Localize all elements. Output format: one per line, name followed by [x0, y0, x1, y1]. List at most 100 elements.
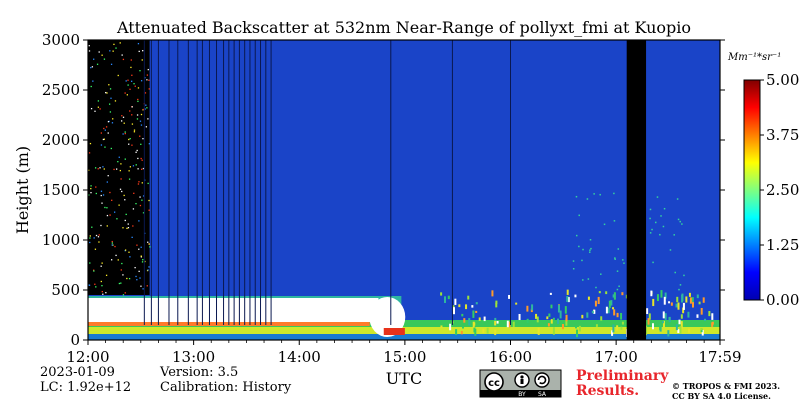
- noise-speck: [107, 175, 109, 177]
- aerosol-speck: [611, 330, 614, 336]
- colorbar-tick-label: 0.00: [766, 291, 799, 309]
- aerosol-speck: [495, 300, 498, 305]
- aerosol-speck-high: [613, 220, 616, 222]
- noise-speck: [117, 161, 119, 163]
- noise-speck: [102, 293, 104, 295]
- aerosol-speck: [661, 320, 664, 324]
- noise-speck: [88, 194, 90, 196]
- noise-speck: [134, 266, 136, 269]
- noise-speck: [147, 118, 149, 120]
- noise-speck: [106, 92, 108, 94]
- aerosol-speck-high: [649, 217, 651, 220]
- aerosol-speck: [689, 297, 692, 304]
- noise-speck: [148, 88, 150, 90]
- noise-speck: [145, 104, 147, 106]
- noise-speck: [98, 51, 100, 53]
- noise-speck: [93, 237, 95, 239]
- y-tick-label: 1500: [42, 181, 80, 199]
- aerosol-speck-high: [578, 214, 580, 217]
- noise-speck: [129, 110, 131, 112]
- aerosol-speck: [680, 321, 683, 329]
- noise-speck: [88, 45, 90, 47]
- aerosol-speck: [670, 302, 673, 306]
- aerosol-speck: [613, 292, 616, 300]
- noise-speck: [108, 103, 111, 105]
- noise-speck: [131, 106, 133, 108]
- noise-speck: [142, 212, 145, 214]
- noise-speck: [93, 58, 95, 60]
- aerosol-speck: [711, 322, 714, 327]
- aerosol-speck-high: [589, 249, 591, 251]
- aerosol-speck: [613, 309, 616, 316]
- noise-speck: [129, 88, 131, 90]
- red-core: [383, 328, 405, 335]
- noise-speck: [90, 187, 92, 190]
- noise-speck: [101, 54, 103, 56]
- noise-speck: [106, 225, 108, 227]
- aerosol-speck: [575, 325, 578, 329]
- aerosol-speck-high: [663, 207, 666, 210]
- aerosol-speck: [463, 318, 466, 323]
- aerosol-speck-high: [618, 285, 620, 288]
- noise-speck: [120, 269, 122, 271]
- aerosol-speck: [440, 325, 443, 328]
- noise-speck: [93, 270, 95, 272]
- x-tick-label: 14:00: [278, 348, 321, 366]
- noise-speck: [139, 196, 141, 198]
- noise-speck: [100, 280, 102, 283]
- noise-speck: [117, 259, 119, 261]
- noise-speck: [110, 259, 113, 261]
- noise-speck: [124, 219, 126, 222]
- noise-speck: [94, 110, 96, 112]
- noise-speck: [137, 183, 140, 185]
- noise-speck: [128, 138, 130, 141]
- aerosol-speck: [682, 302, 685, 310]
- noise-speck: [93, 269, 95, 271]
- noise-speck: [122, 58, 125, 61]
- aerosol-speck: [559, 310, 562, 319]
- noise-speck: [104, 129, 106, 131]
- aerosol-speck-high: [669, 249, 672, 251]
- noise-speck: [105, 274, 108, 276]
- aerosol-speck: [461, 313, 464, 317]
- noise-speck: [124, 92, 126, 94]
- aerosol-speck-high: [683, 274, 685, 277]
- no-data-gap: [626, 40, 647, 340]
- noise-speck: [144, 77, 146, 79]
- noise-speck: [136, 118, 139, 120]
- aerosol-speck: [685, 296, 688, 303]
- noise-speck: [137, 42, 140, 45]
- aerosol-speck: [460, 330, 463, 335]
- aerosol-speck: [508, 294, 511, 299]
- noise-speck: [140, 157, 142, 160]
- aerosol-speck: [598, 291, 601, 294]
- aerosol-speck: [688, 328, 691, 333]
- noise-speck: [120, 120, 123, 122]
- noise-speck: [134, 85, 136, 87]
- noise-speck: [127, 226, 130, 229]
- aerosol-speck-high: [674, 271, 676, 274]
- aerosol-speck: [696, 294, 699, 299]
- noise-speck: [89, 237, 91, 239]
- aerosol-speck-high: [595, 286, 597, 289]
- noise-speck: [128, 143, 130, 145]
- aerosol-speck: [648, 313, 651, 320]
- aerosol-speck: [557, 304, 560, 313]
- plot-area: [88, 40, 720, 340]
- aerosol-speck: [526, 318, 529, 324]
- noise-speck: [100, 194, 102, 197]
- noise-speck: [110, 63, 113, 65]
- aerosol-speck: [668, 301, 671, 304]
- y-axis: 0 500 1000 1500 2000 2500 3000: [42, 31, 725, 349]
- noise-speck: [114, 100, 117, 102]
- y-tick-label: 2500: [42, 81, 80, 99]
- aerosol-speck: [472, 321, 475, 328]
- y-axis-label: Height (m): [13, 146, 32, 234]
- x-tick-label: 12:00: [66, 348, 109, 366]
- aerosol-speck: [652, 298, 655, 307]
- aerosol-speck: [616, 312, 619, 318]
- aerosol-speck: [612, 324, 615, 333]
- noise-speck: [105, 292, 107, 294]
- noise-speck: [99, 108, 101, 110]
